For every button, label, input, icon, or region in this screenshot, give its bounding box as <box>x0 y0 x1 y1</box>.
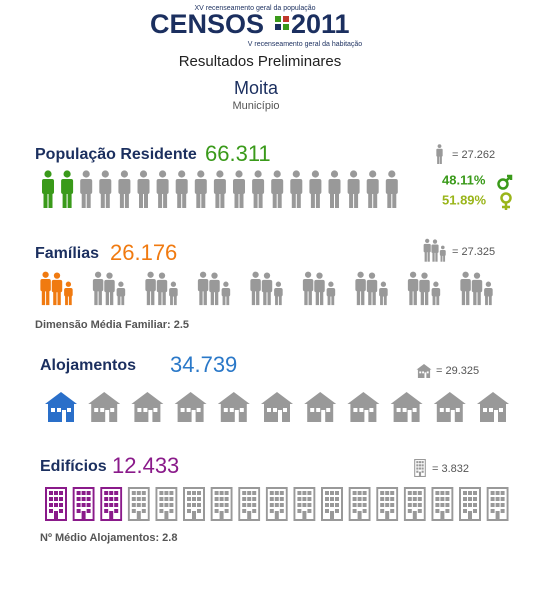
place: Moita <box>234 78 279 98</box>
dwellings-value: 34.739 <box>170 352 237 377</box>
icon <box>175 170 188 208</box>
families-legend: = 27.325 <box>452 246 495 258</box>
dwellings-label: Alojamentos <box>40 357 136 374</box>
icon <box>252 170 265 208</box>
icon <box>407 271 441 306</box>
families-note: Dimensão Média Familiar: 2.5 <box>35 319 189 331</box>
icon <box>460 271 493 306</box>
logo-bottom-line: V recenseamento geral da habitação <box>248 41 363 48</box>
logo-top-line: XV recenseamento geral da população <box>194 5 315 12</box>
icon <box>290 170 303 208</box>
icon <box>183 487 205 521</box>
icon <box>194 170 207 208</box>
place-type: Município <box>232 100 279 112</box>
icon <box>321 487 343 521</box>
icon <box>459 487 481 521</box>
families-label: Famílias <box>35 245 99 262</box>
logo-right: 2011 <box>291 9 350 39</box>
icon <box>390 392 423 422</box>
icon <box>403 487 426 521</box>
icon <box>156 170 169 208</box>
icon <box>45 487 67 521</box>
icon <box>61 170 74 208</box>
logo-squares <box>275 16 289 30</box>
female-share: 51.89% <box>442 192 487 207</box>
icon <box>233 170 245 208</box>
logo-left: CENSOS <box>150 9 264 39</box>
icon <box>100 487 123 521</box>
icon <box>433 392 466 422</box>
icon <box>127 487 150 521</box>
legend-icon <box>436 144 443 164</box>
male-symbol <box>497 174 513 190</box>
icon <box>347 170 360 208</box>
icon <box>376 487 399 521</box>
icon <box>265 487 288 521</box>
icon <box>347 392 380 422</box>
icon <box>197 271 231 306</box>
dwellings-legend: = 29.325 <box>436 365 479 377</box>
icon <box>213 170 226 208</box>
icon <box>328 170 341 208</box>
people-icons <box>42 170 398 208</box>
icon <box>302 271 336 306</box>
buildings-legend: = 3.832 <box>432 463 469 475</box>
family-icons <box>40 271 493 306</box>
icon <box>40 271 73 306</box>
icon <box>293 487 316 521</box>
icon <box>304 392 337 422</box>
icon <box>366 170 379 208</box>
icon <box>45 392 77 422</box>
house-icons <box>45 392 509 422</box>
icon <box>80 170 93 208</box>
population-legend: = 27.262 <box>452 149 495 161</box>
icon <box>348 487 371 521</box>
population-value: 66.311 <box>205 141 271 166</box>
icon <box>271 170 284 208</box>
icon <box>355 271 388 306</box>
icon <box>118 170 131 208</box>
buildings-note: Nº Médio Alojamentos: 2.8 <box>40 532 177 544</box>
icon <box>477 392 509 422</box>
buildings-value: 12.433 <box>112 453 179 478</box>
icon <box>155 487 178 521</box>
legend-icon <box>414 459 426 477</box>
families-value: 26.176 <box>110 240 177 265</box>
icon <box>88 392 121 422</box>
icon <box>431 487 454 521</box>
icon <box>145 271 178 306</box>
icon <box>261 392 293 422</box>
logo: XV recenseamento geral da população CENS… <box>150 5 362 48</box>
icon <box>72 487 95 521</box>
icon <box>210 487 233 521</box>
icon <box>92 271 126 306</box>
legend-icon <box>423 238 446 262</box>
icon <box>217 392 250 422</box>
icon <box>137 170 150 208</box>
icon <box>131 392 164 422</box>
population-label: População Residente <box>35 146 197 163</box>
building-icons <box>45 487 509 521</box>
icon <box>309 170 322 208</box>
subtitle: Resultados Preliminares <box>179 53 342 70</box>
icon <box>385 170 398 208</box>
icon <box>99 170 112 208</box>
icon <box>250 271 283 306</box>
male-share: 48.11% <box>442 172 486 187</box>
icon <box>238 487 261 521</box>
buildings-label: Edifícios <box>40 458 107 475</box>
icon <box>174 392 207 422</box>
icon <box>486 487 509 521</box>
legend-icon <box>416 363 432 378</box>
icon <box>42 170 54 208</box>
female-symbol <box>500 192 512 210</box>
